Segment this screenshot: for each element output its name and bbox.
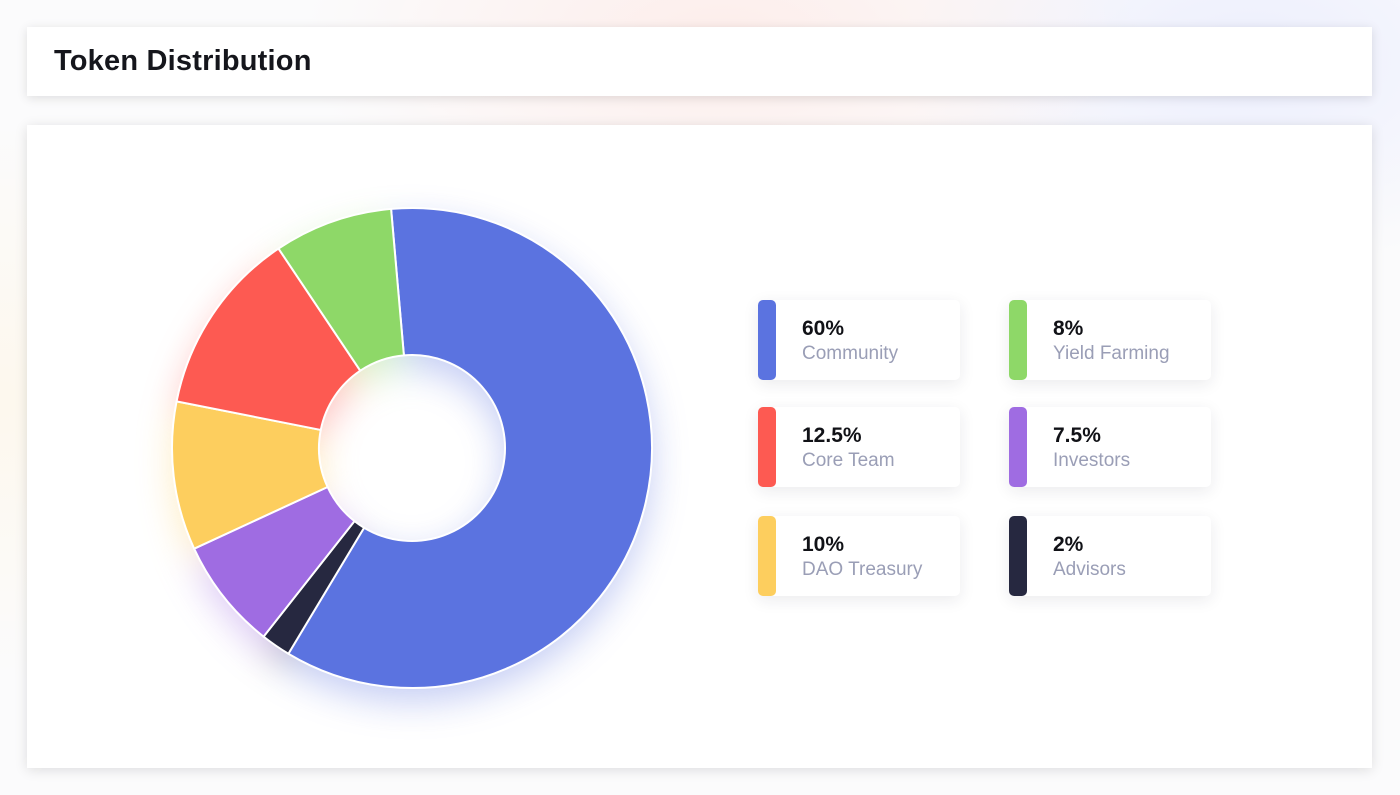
- legend-label: Yield Farming: [1053, 343, 1170, 364]
- legend-swatch: [1009, 516, 1027, 596]
- legend-label: Advisors: [1053, 559, 1126, 580]
- legend-label: Core Team: [802, 450, 895, 471]
- legend-item-yield-farming: 8% Yield Farming: [1009, 300, 1211, 380]
- legend-value: 10%: [802, 533, 845, 556]
- header-card: Token Distribution: [27, 27, 1372, 96]
- legend-item-core-team: 12.5% Core Team: [758, 407, 960, 487]
- legend-value: 8%: [1053, 317, 1084, 340]
- page-title: Token Distribution: [54, 45, 312, 77]
- legend-item-investors: 7.5% Investors: [1009, 407, 1211, 487]
- chart-card: 60% Community 8% Yield Farming 12.5% Cor…: [27, 125, 1372, 768]
- donut-chart: [171, 207, 653, 703]
- legend-item-advisors: 2% Advisors: [1009, 516, 1211, 596]
- legend-swatch: [1009, 407, 1027, 487]
- slice-yield-farming: [277, 207, 405, 372]
- legend-label: Investors: [1053, 450, 1131, 471]
- legend-swatch: [758, 300, 776, 380]
- legend-label: Community: [802, 343, 899, 364]
- legend-item-community: 60% Community: [758, 300, 960, 380]
- legend-value: 60%: [802, 317, 845, 340]
- legend-label: DAO Treasury: [802, 559, 923, 580]
- slice-community: [287, 207, 653, 689]
- legend-value: 7.5%: [1053, 424, 1101, 447]
- legend-value: 2%: [1053, 533, 1084, 556]
- legend-item-dao-treasury: 10% DAO Treasury: [758, 516, 960, 596]
- slice-core-team: [175, 247, 362, 431]
- legend-swatch: [1009, 300, 1027, 380]
- legend-swatch: [758, 516, 776, 596]
- legend-swatch: [758, 407, 776, 487]
- legend-value: 12.5%: [802, 424, 862, 447]
